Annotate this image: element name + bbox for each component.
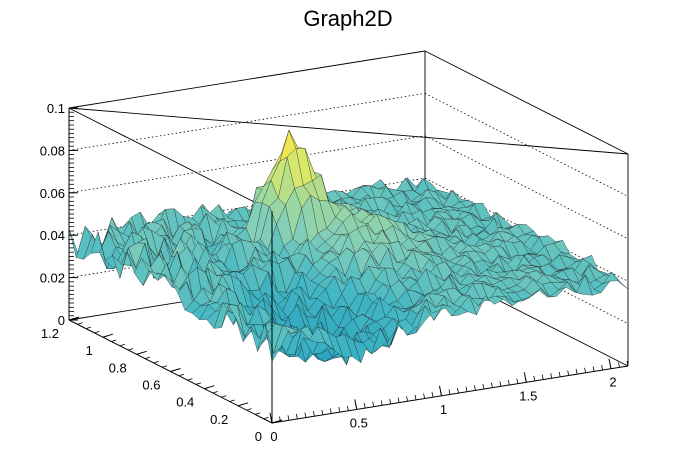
x-minor-tick — [397, 397, 400, 403]
y-tick-label: 0.2 — [210, 412, 228, 427]
x-minor-tick — [474, 385, 476, 391]
y-minor-tick — [221, 395, 227, 398]
y-minor-tick — [195, 382, 202, 385]
x-minor-tick — [550, 373, 553, 379]
y-minor-tick — [77, 322, 83, 325]
x-minor-tick — [313, 411, 315, 417]
x-minor-tick — [618, 362, 620, 368]
x-minor-tick — [609, 363, 612, 369]
x-minor-tick — [592, 366, 595, 372]
z-tick-label: 0.08 — [40, 143, 65, 158]
z-axis: 0 0.02 0.04 0.06 0.08 0.1 — [40, 101, 78, 328]
y-minor-tick — [85, 326, 92, 329]
z-tick-label: 0.1 — [47, 101, 65, 116]
x-minor-tick — [558, 371, 561, 377]
x-minor-tick — [575, 369, 578, 375]
gridline-z — [424, 93, 629, 197]
y-minor-tick — [136, 352, 142, 355]
x-minor-tick — [626, 360, 629, 367]
x-minor-tick — [507, 379, 510, 386]
x-minor-tick — [346, 405, 349, 411]
y-tick-label: 1 — [86, 343, 93, 358]
y-minor-tick — [212, 391, 218, 394]
y-minor-tick — [128, 348, 134, 351]
x-minor-tick — [482, 384, 485, 390]
x-minor-tick — [465, 386, 468, 392]
y-minor-tick — [144, 356, 151, 359]
y-minor-tick — [246, 408, 252, 411]
x-minor-tick — [440, 390, 442, 396]
x-minor-tick — [491, 382, 493, 388]
x-tick-label: 2 — [609, 375, 616, 390]
x-minor-tick — [516, 378, 519, 384]
x-minor-tick — [389, 398, 392, 405]
box-edge-back — [68, 50, 426, 109]
y-tick-label: 0.4 — [176, 395, 194, 410]
x-minor-tick — [287, 415, 290, 421]
y-minor-tick — [161, 365, 168, 368]
x-axis: 0 0.5 1 1.5 2 — [269, 358, 629, 444]
x-tick-label: 0.5 — [350, 415, 368, 430]
y-tick-label: 1.2 — [41, 326, 59, 341]
y-minor-tick — [263, 416, 269, 420]
y-minor-tick — [271, 421, 278, 424]
x-minor-tick — [533, 375, 536, 381]
x-minor-tick — [457, 388, 459, 394]
y-minor-tick — [102, 335, 108, 338]
x-minor-tick — [338, 407, 341, 413]
surface-mesh — [68, 129, 629, 365]
box-edge-back — [424, 50, 629, 155]
x-minor-tick — [296, 413, 298, 419]
z-tick-label: 0.02 — [40, 271, 65, 286]
box-edge-back — [68, 107, 273, 212]
y-tick-label: 0.8 — [109, 360, 127, 375]
z-tick-label: 0.06 — [40, 186, 65, 201]
chart-title: Graph2D — [303, 6, 393, 31]
x-minor-tick — [406, 396, 408, 402]
y-minor-tick — [204, 386, 210, 390]
x-minor-tick — [567, 370, 570, 376]
y-minor-tick — [94, 331, 100, 334]
y-minor-tick — [238, 403, 244, 407]
x-minor-tick — [584, 367, 586, 373]
y-minor-tick — [153, 361, 159, 364]
x-tick-label: 1 — [440, 402, 447, 417]
y-minor-tick — [178, 373, 185, 377]
y-minor-tick — [229, 399, 235, 402]
x-minor-tick — [329, 408, 332, 414]
x-minor-tick — [499, 381, 502, 387]
x-minor-tick — [363, 403, 366, 409]
x-minor-tick — [304, 412, 307, 418]
z-tick-label: 0.04 — [40, 228, 65, 243]
y-minor-tick — [111, 339, 117, 342]
x-minor-tick — [601, 365, 603, 371]
y-tick-label: 0 — [255, 429, 262, 444]
x-minor-tick — [414, 394, 417, 400]
y-minor-tick — [254, 412, 261, 415]
x-minor-tick — [321, 409, 324, 415]
x-minor-tick — [423, 393, 425, 399]
y-axis: 0 0.2 0.4 0.6 0.8 1 1.2 — [41, 316, 283, 444]
x-minor-tick — [541, 374, 544, 380]
x-minor-tick — [431, 392, 434, 398]
x-minor-tick — [524, 377, 527, 383]
box-edge-back — [68, 107, 629, 155]
x-minor-tick — [372, 401, 375, 407]
y-minor-tick — [119, 343, 125, 347]
gridline-z — [68, 93, 426, 151]
y-minor-tick — [170, 369, 176, 372]
x-minor-tick — [355, 404, 358, 410]
y-minor-tick — [187, 378, 193, 381]
x-tick-label: 0 — [270, 429, 277, 444]
gridline-z — [68, 135, 426, 194]
y-tick-label: 0.6 — [142, 378, 160, 393]
z-tick-label: 0 — [58, 313, 65, 328]
x-tick-label: 1.5 — [519, 388, 537, 403]
surface-cell — [611, 272, 629, 290]
x-minor-tick — [270, 417, 273, 424]
x-minor-tick — [380, 400, 383, 406]
x-minor-tick — [448, 389, 451, 395]
